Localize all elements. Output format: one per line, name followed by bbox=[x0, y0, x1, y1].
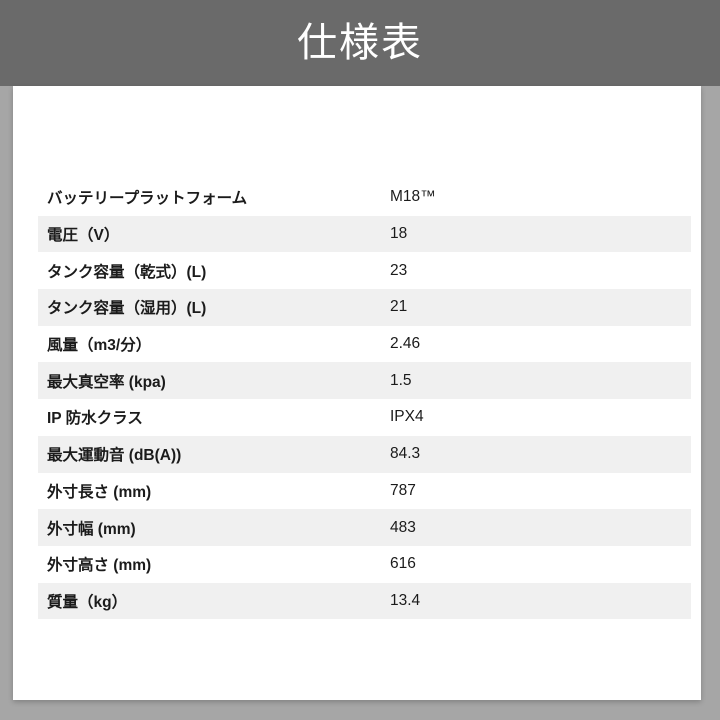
spec-label: 外寸幅 (mm) bbox=[47, 520, 136, 538]
spec-label: 電圧（V） bbox=[47, 227, 120, 245]
spec-card: バッテリープラットフォーム M18™ 電圧（V） 18 タンク容量（乾式）(L) 23 タン… bbox=[13, 86, 701, 700]
spec-row: 外寸幅 (mm) 483 bbox=[38, 509, 691, 546]
spec-label: タンク容量（乾式）(L) bbox=[47, 263, 207, 281]
spec-value: 23 bbox=[390, 261, 408, 279]
spec-label: 最大真空率 (kpa) bbox=[47, 373, 166, 391]
spec-row: IP 防水クラス IPX4 bbox=[38, 399, 691, 436]
spec-row: タンク容量（乾式）(L) 23 bbox=[38, 252, 691, 289]
spec-row: 最大運動音 (dB(A)) 84.3 bbox=[38, 435, 691, 473]
spec-value: M18™ bbox=[390, 188, 436, 206]
spec-value: 2.46 bbox=[390, 335, 421, 353]
spec-value: 84.3 bbox=[390, 445, 421, 463]
spec-value: 483 bbox=[390, 518, 416, 536]
spec-value: 1.5 bbox=[390, 371, 412, 389]
spec-value: 616 bbox=[390, 555, 416, 573]
spec-row: タンク容量（湿用）(L) 21 bbox=[38, 289, 691, 326]
spec-label: 外寸長さ (mm) bbox=[47, 483, 152, 501]
spec-label: 風量（m3/分） bbox=[47, 337, 152, 355]
spec-row: 電圧（V） 18 bbox=[38, 215, 691, 253]
spec-label: バッテリープラットフォーム bbox=[47, 190, 248, 208]
header-band: 仕様表 bbox=[0, 0, 720, 86]
spec-label: 質量（kg） bbox=[47, 593, 128, 611]
spec-label: IP 防水クラス bbox=[47, 410, 143, 428]
spec-row: 外寸高さ (mm) 616 bbox=[38, 546, 691, 583]
spec-label: 最大運動音 (dB(A)) bbox=[47, 447, 182, 465]
spec-row: 最大真空率 (kpa) 1.5 bbox=[38, 362, 691, 400]
spec-value: 21 bbox=[390, 298, 408, 316]
spec-row: 外寸長さ (mm) 787 bbox=[38, 473, 691, 510]
spec-value: IPX4 bbox=[390, 408, 424, 426]
page-title: 仕様表 bbox=[297, 21, 423, 65]
spec-value: 787 bbox=[390, 481, 416, 499]
spec-row: バッテリープラットフォーム M18™ bbox=[38, 179, 691, 216]
spec-row: 風量（m3/分） 2.46 bbox=[38, 326, 691, 363]
spec-row: 質量（kg） 13.4 bbox=[38, 582, 691, 620]
spec-label: 外寸高さ (mm) bbox=[47, 557, 152, 575]
spec-table: バッテリープラットフォーム M18™ 電圧（V） 18 タンク容量（乾式）(L) 23 タン… bbox=[38, 179, 691, 620]
spec-value: 18 bbox=[390, 225, 408, 243]
spec-label: タンク容量（湿用）(L) bbox=[47, 300, 207, 318]
spec-value: 13.4 bbox=[390, 591, 421, 609]
